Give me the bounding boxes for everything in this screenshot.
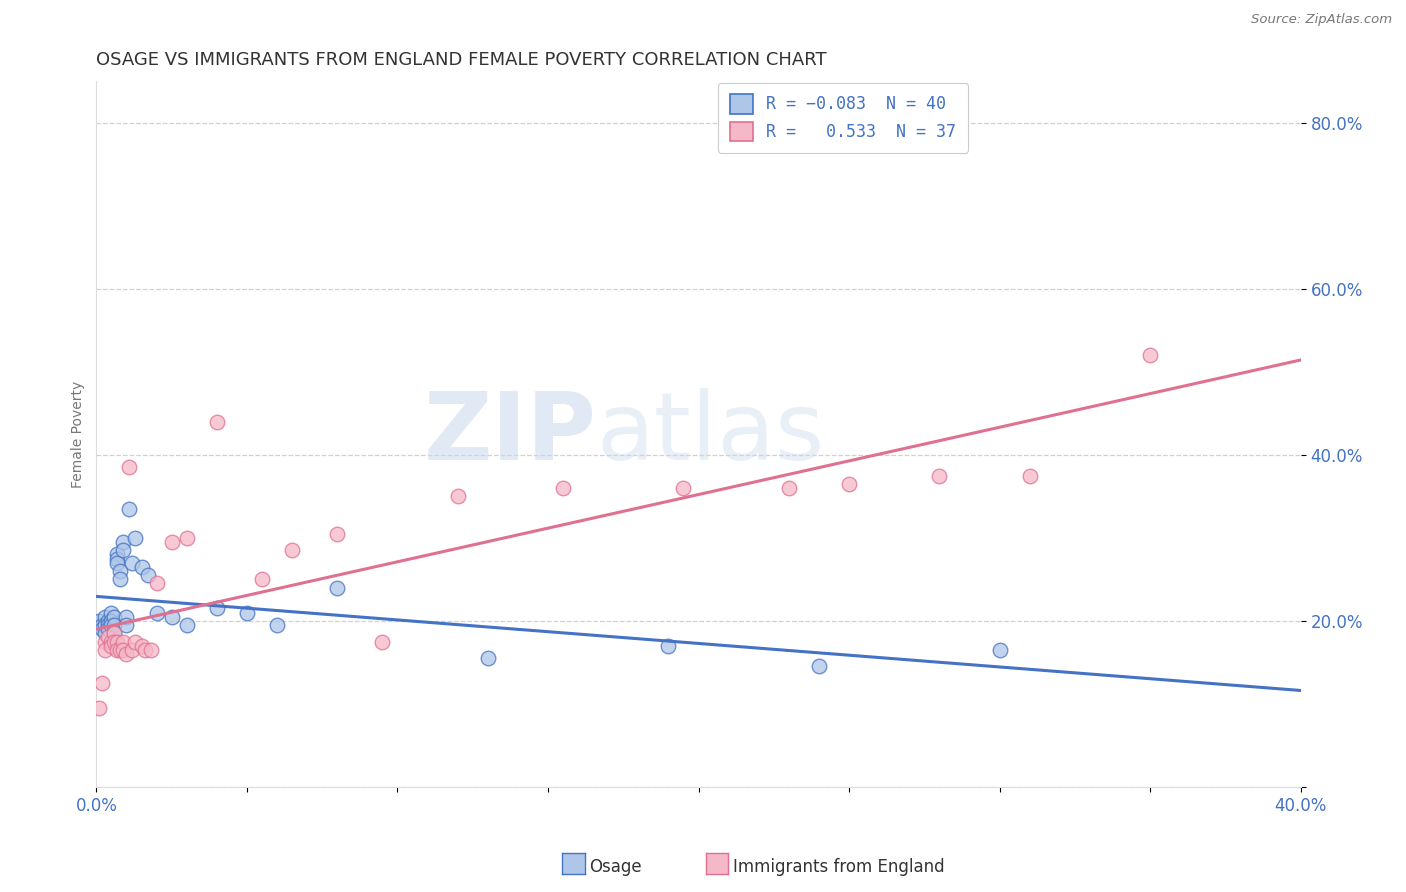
Point [107, 551, 129, 566]
Point [205, 415, 228, 429]
Point [250, 572, 273, 586]
Point [838, 476, 860, 491]
Point [103, 626, 125, 640]
Point [131, 560, 153, 574]
Point [100, 618, 122, 632]
Point [988, 643, 1011, 657]
Point [100, 634, 122, 648]
Point [94, 634, 117, 648]
Point [112, 634, 135, 648]
Point [91, 676, 114, 690]
Point [103, 626, 125, 640]
Text: Osage: Osage [589, 858, 641, 876]
Point [94, 626, 117, 640]
Point [446, 489, 468, 503]
Point [107, 643, 129, 657]
Point [115, 609, 138, 624]
Legend: R = −0.083  N = 40, R =   0.533  N = 37: R = −0.083 N = 40, R = 0.533 N = 37 [718, 83, 967, 153]
Point [110, 643, 132, 657]
Point [100, 639, 122, 653]
Point [176, 531, 198, 545]
Point [107, 548, 129, 562]
Text: Immigrants from England: Immigrants from England [733, 858, 945, 876]
Point [112, 535, 135, 549]
Point [657, 639, 679, 653]
Point [145, 606, 167, 620]
Point [160, 609, 183, 624]
Point [94, 609, 117, 624]
Point [100, 614, 122, 628]
Point [371, 634, 394, 648]
Point [97, 631, 120, 645]
Point [89, 701, 111, 715]
Point [807, 659, 830, 673]
Point [326, 581, 349, 595]
Text: atlas: atlas [596, 388, 824, 480]
Point [124, 634, 146, 648]
Point [107, 634, 129, 648]
Point [266, 618, 288, 632]
Point [928, 468, 950, 483]
Point [1018, 468, 1040, 483]
Point [124, 531, 146, 545]
Point [103, 618, 125, 632]
Point [97, 618, 120, 632]
Point [134, 643, 156, 657]
Point [131, 639, 153, 653]
Text: OSAGE VS IMMIGRANTS FROM ENGLAND FEMALE POVERTY CORRELATION CHART: OSAGE VS IMMIGRANTS FROM ENGLAND FEMALE … [97, 51, 827, 69]
Point [91, 622, 114, 636]
Y-axis label: Female Poverty: Female Poverty [72, 381, 86, 488]
Point [551, 481, 574, 495]
Point [1139, 348, 1161, 362]
Point [326, 526, 349, 541]
Point [778, 481, 800, 495]
Point [91, 618, 114, 632]
Point [112, 643, 135, 657]
Point [97, 622, 120, 636]
Text: Source: ZipAtlas.com: Source: ZipAtlas.com [1251, 13, 1392, 27]
Point [205, 601, 228, 615]
Point [281, 543, 304, 558]
Point [139, 643, 162, 657]
Point [118, 501, 141, 516]
Text: ZIP: ZIP [423, 388, 596, 480]
Point [115, 647, 138, 661]
Point [94, 618, 117, 632]
Point [672, 481, 695, 495]
Point [107, 556, 129, 570]
Point [477, 651, 499, 665]
Point [97, 614, 120, 628]
Point [110, 564, 132, 578]
Point [103, 634, 125, 648]
Point [236, 606, 259, 620]
Point [121, 643, 143, 657]
Point [112, 543, 135, 558]
Point [121, 556, 143, 570]
Point [100, 606, 122, 620]
Point [89, 614, 111, 628]
Point [160, 535, 183, 549]
Point [136, 568, 159, 582]
Point [176, 618, 198, 632]
Point [145, 576, 167, 591]
Point [110, 572, 132, 586]
Point [118, 460, 141, 475]
Point [115, 618, 138, 632]
Point [103, 609, 125, 624]
Point [94, 643, 117, 657]
